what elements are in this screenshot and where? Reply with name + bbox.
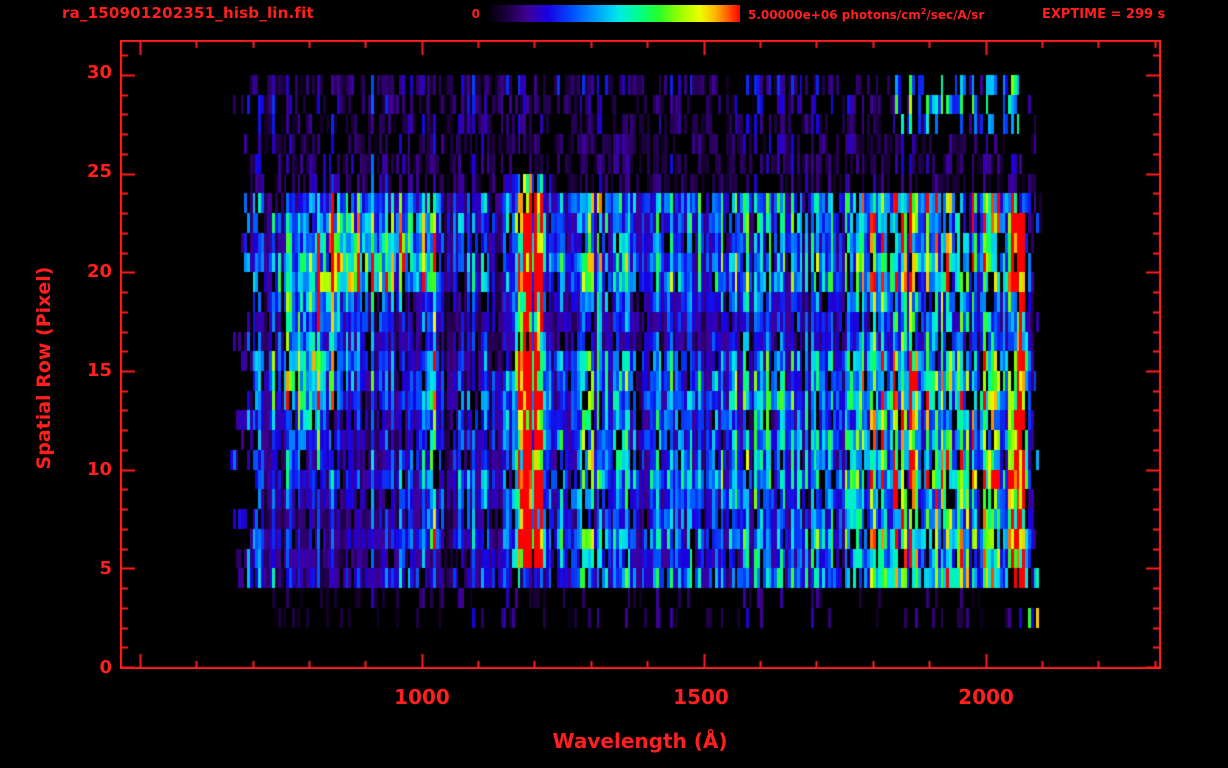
x-tick-label: 1500 bbox=[673, 685, 729, 709]
colorbar-max-label: 5.00000e+06 photons/cm2/sec/A/sr bbox=[748, 7, 984, 22]
colorbar-min-label: 0 bbox=[471, 7, 480, 21]
y-tick-label: 5 bbox=[99, 558, 112, 579]
y-axis-title: Spatial Row (Pixel) bbox=[33, 266, 55, 470]
y-tick-label: 15 bbox=[86, 360, 112, 381]
colorbar-max-superscript: 2 bbox=[920, 7, 927, 16]
colorbar-max-suffix: /sec/A/sr bbox=[926, 8, 985, 22]
y-tick-label: 10 bbox=[86, 459, 112, 480]
x-axis-title: Wavelength (Å) bbox=[552, 729, 728, 753]
y-tick-label: 25 bbox=[86, 161, 112, 182]
y-tick-label: 0 bbox=[99, 657, 112, 678]
colorbar-max-text: 5.00000e+06 photons/cm bbox=[748, 8, 921, 22]
x-tick-label: 2000 bbox=[958, 685, 1014, 709]
y-tick-label: 20 bbox=[86, 261, 112, 282]
heatmap-canvas bbox=[120, 40, 1161, 669]
filename-label: ra_150901202351_hisb_lin.fit bbox=[62, 4, 314, 22]
y-tick-label: 30 bbox=[86, 62, 112, 83]
colorbar-gradient bbox=[487, 5, 740, 22]
x-tick-label: 1000 bbox=[394, 685, 450, 709]
exptime-label: EXPTIME = 299 s bbox=[1042, 7, 1166, 22]
